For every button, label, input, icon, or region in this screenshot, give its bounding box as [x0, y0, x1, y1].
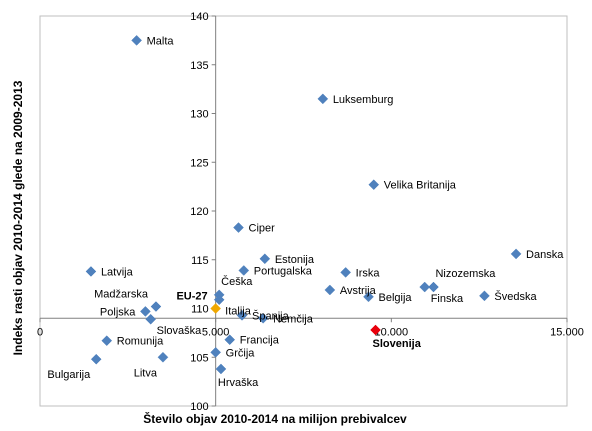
- y-tick-label: 135: [190, 60, 208, 72]
- y-tick-label: 130: [190, 109, 208, 121]
- y-tick-label: 105: [190, 352, 208, 364]
- point-italija: [213, 294, 225, 306]
- point-estonija: [259, 253, 271, 265]
- label-francija: Francija: [240, 335, 280, 347]
- point-romunija: [101, 335, 113, 347]
- point-labels: Malta Luksemburg Velika Britanija Ciper Dans…: [47, 35, 564, 389]
- label-hrvaska: Hrvaška: [218, 377, 259, 389]
- label-poljska: Poljska: [100, 306, 136, 318]
- point-latvija: [85, 266, 97, 277]
- point-grcija: [210, 347, 222, 358]
- label-eu-27: EU-27: [176, 291, 207, 303]
- point-ciper: [233, 222, 244, 233]
- label-italija: Italija: [225, 306, 252, 318]
- point-eu-27: [210, 303, 222, 314]
- point-luksemburg: [317, 93, 329, 105]
- label-litva: Litva: [134, 367, 158, 379]
- label-madzarska: Madžarska: [94, 289, 149, 301]
- label-danska: Danska: [526, 249, 564, 261]
- point-danska: [510, 248, 522, 260]
- point-hrvaska: [215, 363, 227, 375]
- label-irska: Irska: [356, 267, 381, 279]
- label-svedska: Švedska: [494, 290, 537, 303]
- point-svedska: [479, 290, 490, 302]
- label-belgija: Belgija: [378, 292, 412, 304]
- point-bulgarija: [90, 353, 102, 365]
- label-romunija: Romunija: [117, 336, 164, 348]
- point-avstrija: [324, 284, 336, 296]
- point-finska: [419, 281, 431, 293]
- point-irska: [340, 267, 352, 278]
- label-ciper: Ciper: [249, 223, 276, 235]
- point-francija: [224, 334, 236, 346]
- point-velika-britanija: [368, 179, 380, 191]
- label-portugalska: Portugalska: [254, 265, 313, 277]
- label-slovaska: Slovaška: [157, 325, 203, 337]
- label-malta: Malta: [147, 35, 175, 47]
- label-avstrija: Avstrija: [340, 285, 377, 297]
- label-grcija: Grčija: [226, 347, 256, 359]
- point-slovaska: [145, 313, 157, 325]
- label-estonija: Estonija: [275, 254, 315, 266]
- plot-area-border: [39, 15, 568, 407]
- point-belgija: [363, 291, 374, 303]
- y-axis-title: Indeks rasti objav 2010-2014 glede na 20…: [11, 80, 25, 355]
- point-nemcija: [257, 312, 269, 324]
- y-tick-label: 110: [191, 304, 209, 316]
- y-tick-label: 100: [190, 401, 208, 413]
- x-axis-title: Število objav 2010-2014 na milijon prebi…: [143, 411, 407, 426]
- label-latvija: Latvija: [101, 266, 134, 278]
- y-tick-label: 125: [190, 157, 208, 169]
- label-finska: Finska: [431, 293, 464, 305]
- point-poljska: [140, 306, 151, 317]
- label-ceska: Češka: [221, 275, 253, 288]
- point-madzarska: [150, 301, 162, 312]
- point-slovenija: [370, 324, 381, 336]
- tick-labels: 100 105 110 115 120 125 130 135 140 0 5.000 10.000 1…: [37, 11, 584, 413]
- point-litva: [157, 351, 169, 363]
- point-spanija: [236, 309, 248, 321]
- label-nizozemska: Nizozemska: [435, 268, 496, 280]
- label-nemcija: Nemčija: [273, 313, 314, 325]
- point-portugalska: [238, 265, 250, 276]
- label-velika-britanija: Velika Britanija: [384, 180, 457, 192]
- point-malta: [131, 35, 142, 46]
- point-nizozemska: [428, 281, 439, 293]
- label-spanija: Španija: [252, 309, 290, 322]
- y-tick-label: 115: [191, 255, 209, 267]
- label-bulgarija: Bulgarija: [47, 369, 91, 381]
- data-points: [85, 35, 522, 375]
- label-luksemburg: Luksemburg: [333, 94, 394, 106]
- x-tick-label: 10.000: [375, 326, 409, 338]
- x-tick-label: 0: [37, 326, 43, 338]
- y-tick-label: 140: [190, 11, 208, 23]
- x-tick-label: 5.000: [202, 326, 230, 338]
- label-slovenija: Slovenija: [373, 338, 422, 350]
- x-tick-label: 15.000: [550, 326, 584, 338]
- y-tick-label: 120: [190, 206, 208, 218]
- axes: [39, 15, 568, 407]
